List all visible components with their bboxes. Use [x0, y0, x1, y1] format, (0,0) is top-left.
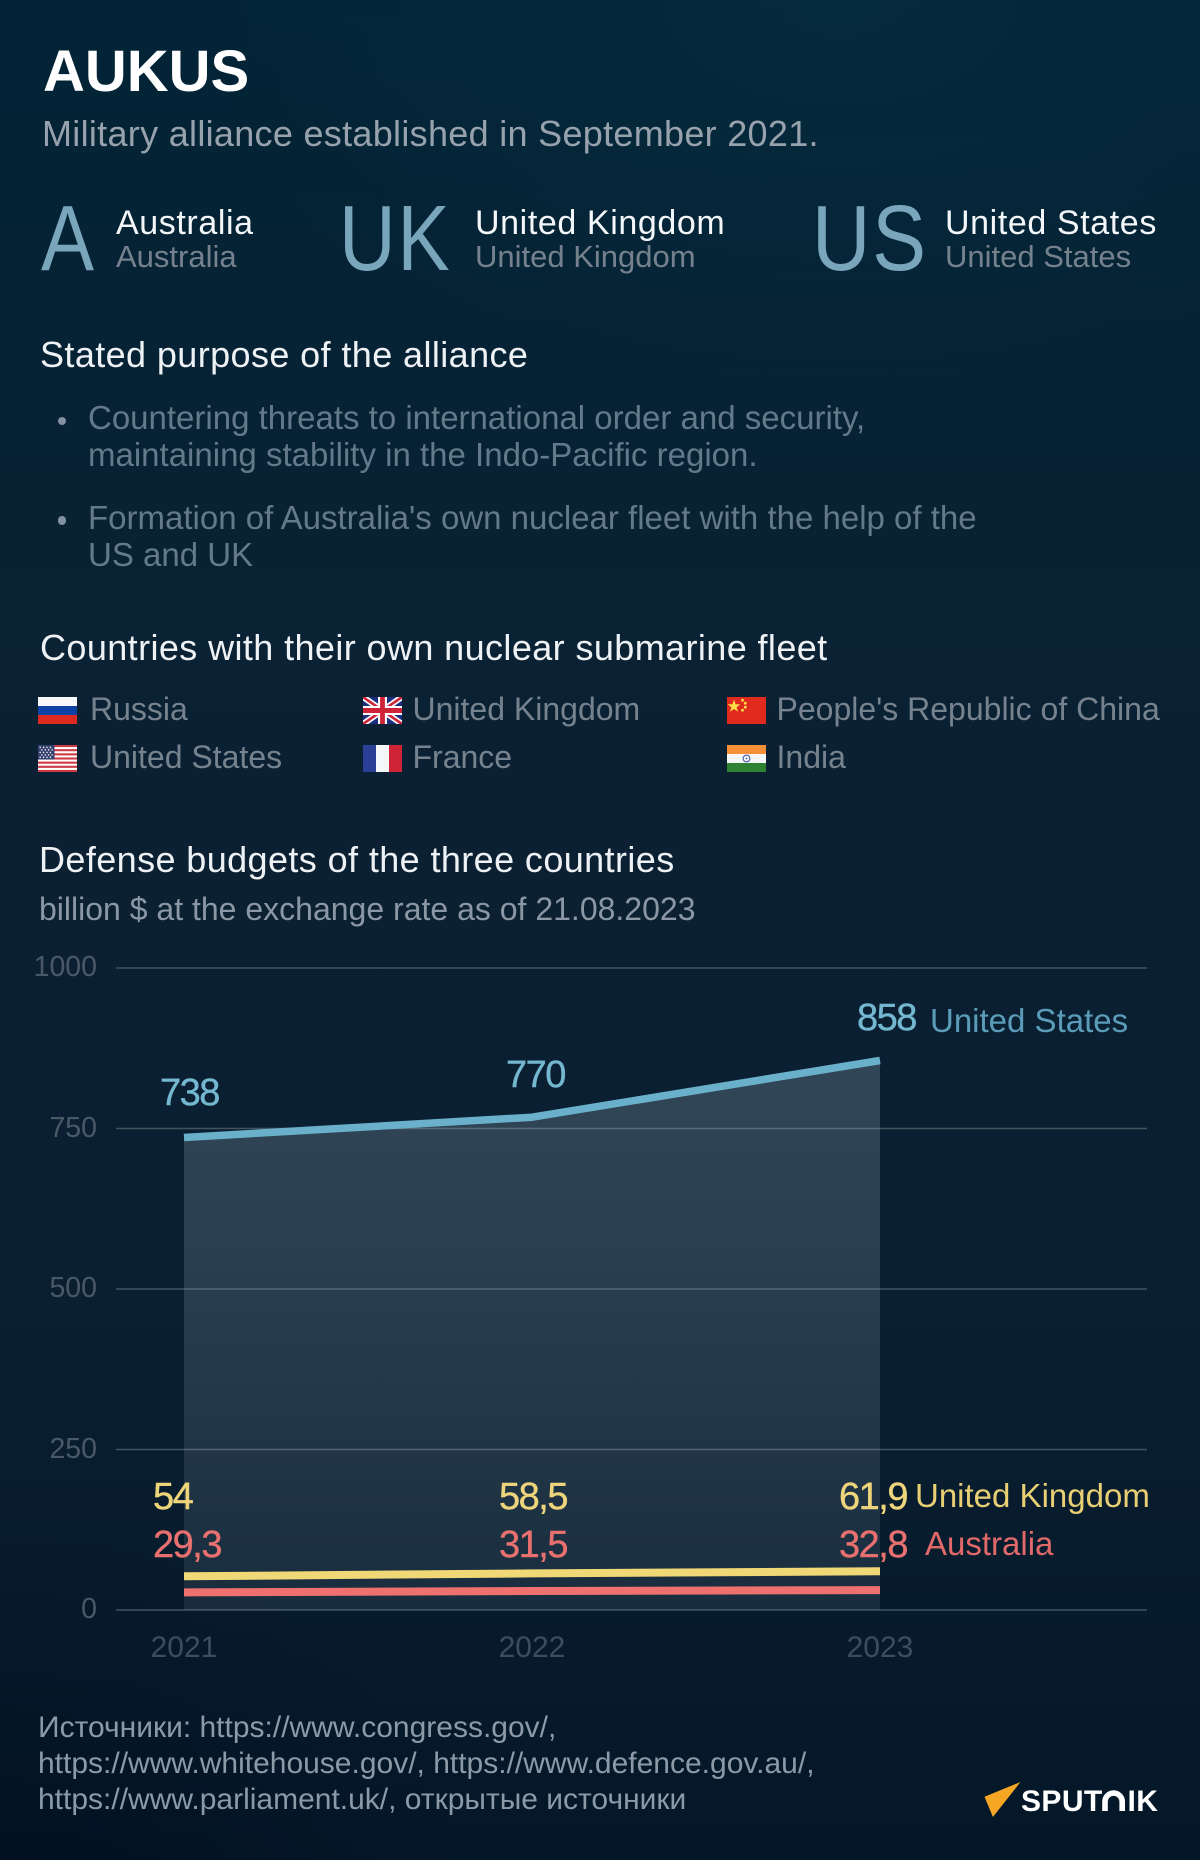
svg-text:SPUT: SPUT [1021, 1785, 1103, 1818]
svg-text:IK: IK [1128, 1785, 1159, 1818]
